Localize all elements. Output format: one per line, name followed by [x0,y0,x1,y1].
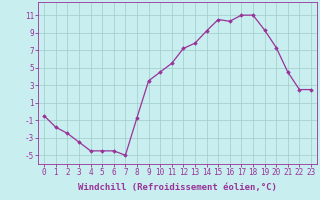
X-axis label: Windchill (Refroidissement éolien,°C): Windchill (Refroidissement éolien,°C) [78,183,277,192]
